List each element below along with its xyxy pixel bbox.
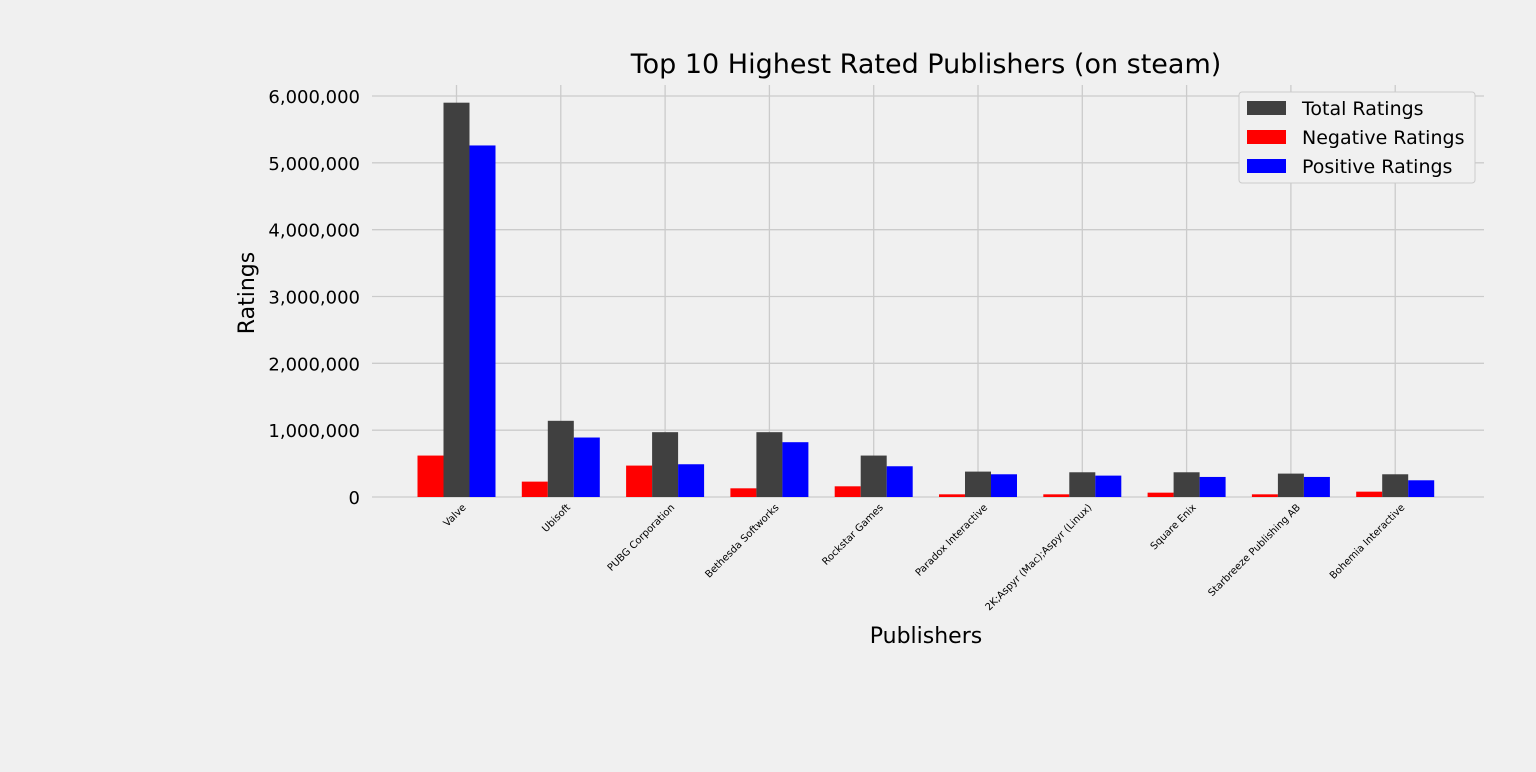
bar-positive-ratings	[678, 464, 705, 497]
y-tick-label: 1,000,000	[268, 421, 360, 442]
x-tick-label: Paradox Interactive	[914, 502, 990, 578]
bar-negative-ratings	[1251, 494, 1278, 497]
x-tick-label: Bohemia Interactive	[1328, 502, 1407, 581]
y-tick-label: 5,000,000	[268, 154, 360, 175]
bar-negative-ratings	[1147, 492, 1174, 497]
legend-swatch	[1247, 159, 1286, 173]
bar-total-ratings	[756, 432, 783, 497]
bar-positive-ratings	[573, 437, 600, 497]
bars	[417, 102, 1435, 497]
x-tick-label: Valve	[442, 502, 469, 529]
x-tick-label: 2K;Aspyr (Mac);Aspyr (Linux)	[984, 502, 1095, 613]
legend-swatch	[1247, 130, 1286, 144]
bar-total-ratings	[1382, 474, 1409, 497]
bar-total-ratings	[965, 471, 991, 497]
bar-positive-ratings	[1408, 480, 1435, 497]
bar-negative-ratings	[521, 481, 548, 497]
bar-negative-ratings	[1356, 491, 1383, 497]
chart-title: Top 10 Highest Rated Publishers (on stea…	[630, 49, 1222, 80]
bar-negative-ratings	[730, 488, 757, 497]
legend-swatch	[1247, 101, 1286, 115]
bar-total-ratings	[547, 420, 574, 497]
bar-total-ratings	[860, 455, 887, 497]
x-tick-label: Rockstar Games	[820, 502, 885, 567]
bar-positive-ratings	[1095, 475, 1122, 497]
bar-negative-ratings	[626, 465, 653, 497]
bar-negative-ratings	[1043, 494, 1070, 497]
bar-positive-ratings	[782, 442, 809, 497]
legend-box	[1238, 91, 1476, 184]
bar-total-ratings	[652, 432, 679, 497]
y-tick-labels: 0 1,000,000 2,000,000 3,000,000 4,000,000 5,0…	[268, 87, 360, 509]
bar-negative-ratings	[939, 494, 965, 497]
y-tick-label: 4,000,000	[268, 221, 360, 242]
bar-total-ratings	[1069, 472, 1096, 497]
legend-label: Negative Ratings	[1302, 127, 1464, 149]
bar-positive-ratings	[991, 474, 1017, 497]
y-tick-label: 3,000,000	[268, 288, 360, 309]
bar-positive-ratings	[469, 145, 496, 497]
legend-label: Positive Ratings	[1302, 156, 1452, 178]
y-axis-title: Ratings	[235, 252, 260, 334]
bar-positive-ratings	[1199, 476, 1226, 497]
bar-positive-ratings	[1303, 476, 1330, 497]
x-tick-label: PUBG Corporation	[606, 502, 677, 573]
bar-negative-ratings	[417, 455, 444, 497]
bar-positive-ratings	[886, 466, 913, 497]
x-tick-labels: Valve Ubisoft PUBG Corporation Bethesda Sof…	[442, 502, 1408, 613]
y-tick-label: 2,000,000	[268, 354, 360, 375]
x-tick-label: Starbreeze Publishing AB	[1206, 502, 1303, 599]
bar-negative-ratings	[834, 486, 861, 497]
bar-total-ratings	[443, 102, 470, 497]
x-tick-label: Ubisoft	[540, 502, 573, 535]
legend-label: Total Ratings	[1301, 98, 1424, 120]
grid	[372, 85, 1484, 498]
y-tick-label: 0	[349, 488, 360, 509]
x-axis-title: Publishers	[870, 624, 982, 649]
y-tick-label: 6,000,000	[268, 87, 360, 108]
bar-total-ratings	[1277, 473, 1304, 497]
bar-total-ratings	[1173, 472, 1200, 497]
x-tick-label: Bethesda Softworks	[703, 502, 781, 580]
x-tick-label: Square Enix	[1149, 502, 1199, 552]
legend: Total Ratings Negative Ratings Positive Ra…	[1238, 91, 1476, 184]
